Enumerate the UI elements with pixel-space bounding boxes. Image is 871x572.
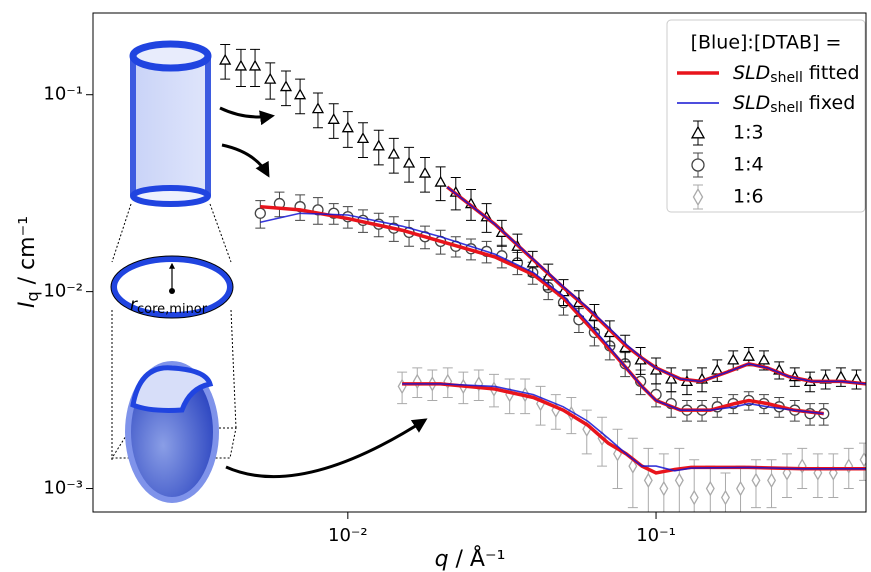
legend-box — [666, 19, 866, 213]
marker — [834, 370, 848, 382]
y-axis-label: Iq / cm⁻¹ — [15, 216, 42, 308]
marker — [844, 458, 854, 474]
error-bar — [689, 459, 700, 512]
marker — [797, 458, 807, 474]
legend-text: fixed — [803, 92, 855, 114]
marker — [674, 472, 684, 489]
y-tick-label: 10⁻¹ — [43, 84, 83, 105]
legend-subscript: shell — [770, 100, 803, 116]
marker — [705, 480, 715, 497]
legend-symbol: SLD — [733, 92, 770, 114]
fit-line — [402, 383, 866, 472]
legend-label: SLDshell fixed — [733, 92, 855, 117]
legend-symbol: SLD — [733, 62, 770, 84]
marker — [418, 166, 432, 178]
marker — [397, 378, 407, 395]
marker — [254, 207, 266, 219]
marker — [412, 373, 422, 390]
legend-label: 1:3 — [733, 122, 764, 144]
marker — [628, 458, 638, 474]
plot-area — [219, 43, 866, 512]
legend: [Blue]:[DTAB] = SLDshell fittedSLDshell … — [666, 19, 866, 213]
x-tick-label: 10⁻¹ — [636, 525, 676, 546]
marker — [434, 175, 447, 187]
marker — [293, 88, 307, 100]
cylinder-base — [130, 185, 211, 207]
cylinder-body — [133, 56, 208, 196]
marker — [692, 187, 704, 207]
cross-section-outline — [110, 255, 234, 319]
cylinder-top — [129, 40, 212, 72]
arrow — [221, 143, 270, 178]
legend-title: [Blue]:[DTAB] = — [691, 32, 842, 54]
marker — [691, 158, 705, 172]
fit-line — [446, 185, 866, 386]
x-tick-label: 10⁻² — [328, 525, 368, 546]
ellipsoid-cut — [130, 365, 214, 413]
error-bar — [658, 453, 669, 512]
plot-frame — [92, 12, 867, 513]
marker — [372, 139, 385, 151]
marker — [279, 80, 293, 92]
marker — [327, 112, 340, 124]
marker — [248, 59, 262, 71]
legend-label: 1:6 — [733, 186, 764, 208]
marker — [234, 59, 248, 71]
fit-line — [446, 186, 866, 385]
y-tick-label: 10⁻² — [43, 281, 83, 302]
marker — [264, 72, 277, 84]
error-bar — [643, 447, 654, 512]
marker — [689, 489, 699, 506]
marker — [402, 156, 416, 168]
radius-dot — [169, 288, 175, 294]
marker — [859, 451, 866, 468]
x-axis-label: q / Å⁻¹ — [435, 545, 506, 572]
y-tick-label: 10⁻³ — [43, 478, 83, 499]
marker — [643, 472, 653, 489]
error-bar — [674, 447, 685, 512]
marker — [751, 472, 761, 489]
legend-text: fitted — [803, 62, 860, 84]
marker — [767, 472, 777, 489]
legend-label: SLDshell fitted — [733, 62, 860, 87]
radius-label: rcore,minor — [130, 295, 208, 317]
marker — [356, 132, 370, 144]
arrow — [225, 418, 428, 479]
marker — [742, 349, 755, 361]
marker — [690, 125, 706, 139]
marker — [219, 53, 232, 65]
marker — [727, 353, 740, 365]
fit-line — [260, 204, 824, 416]
arrow — [219, 106, 275, 126]
data-layer — [219, 43, 866, 512]
marker — [659, 480, 669, 497]
marker — [387, 147, 400, 159]
marker — [720, 489, 730, 506]
marker — [311, 102, 325, 114]
marker — [665, 372, 678, 384]
marker — [736, 480, 746, 497]
legend-subscript: shell — [770, 70, 803, 86]
legend-label: 1:4 — [733, 154, 764, 176]
illustration: rcore,minor — [110, 40, 428, 503]
fit-line — [260, 212, 824, 415]
marker — [757, 353, 771, 365]
marker — [341, 121, 354, 133]
